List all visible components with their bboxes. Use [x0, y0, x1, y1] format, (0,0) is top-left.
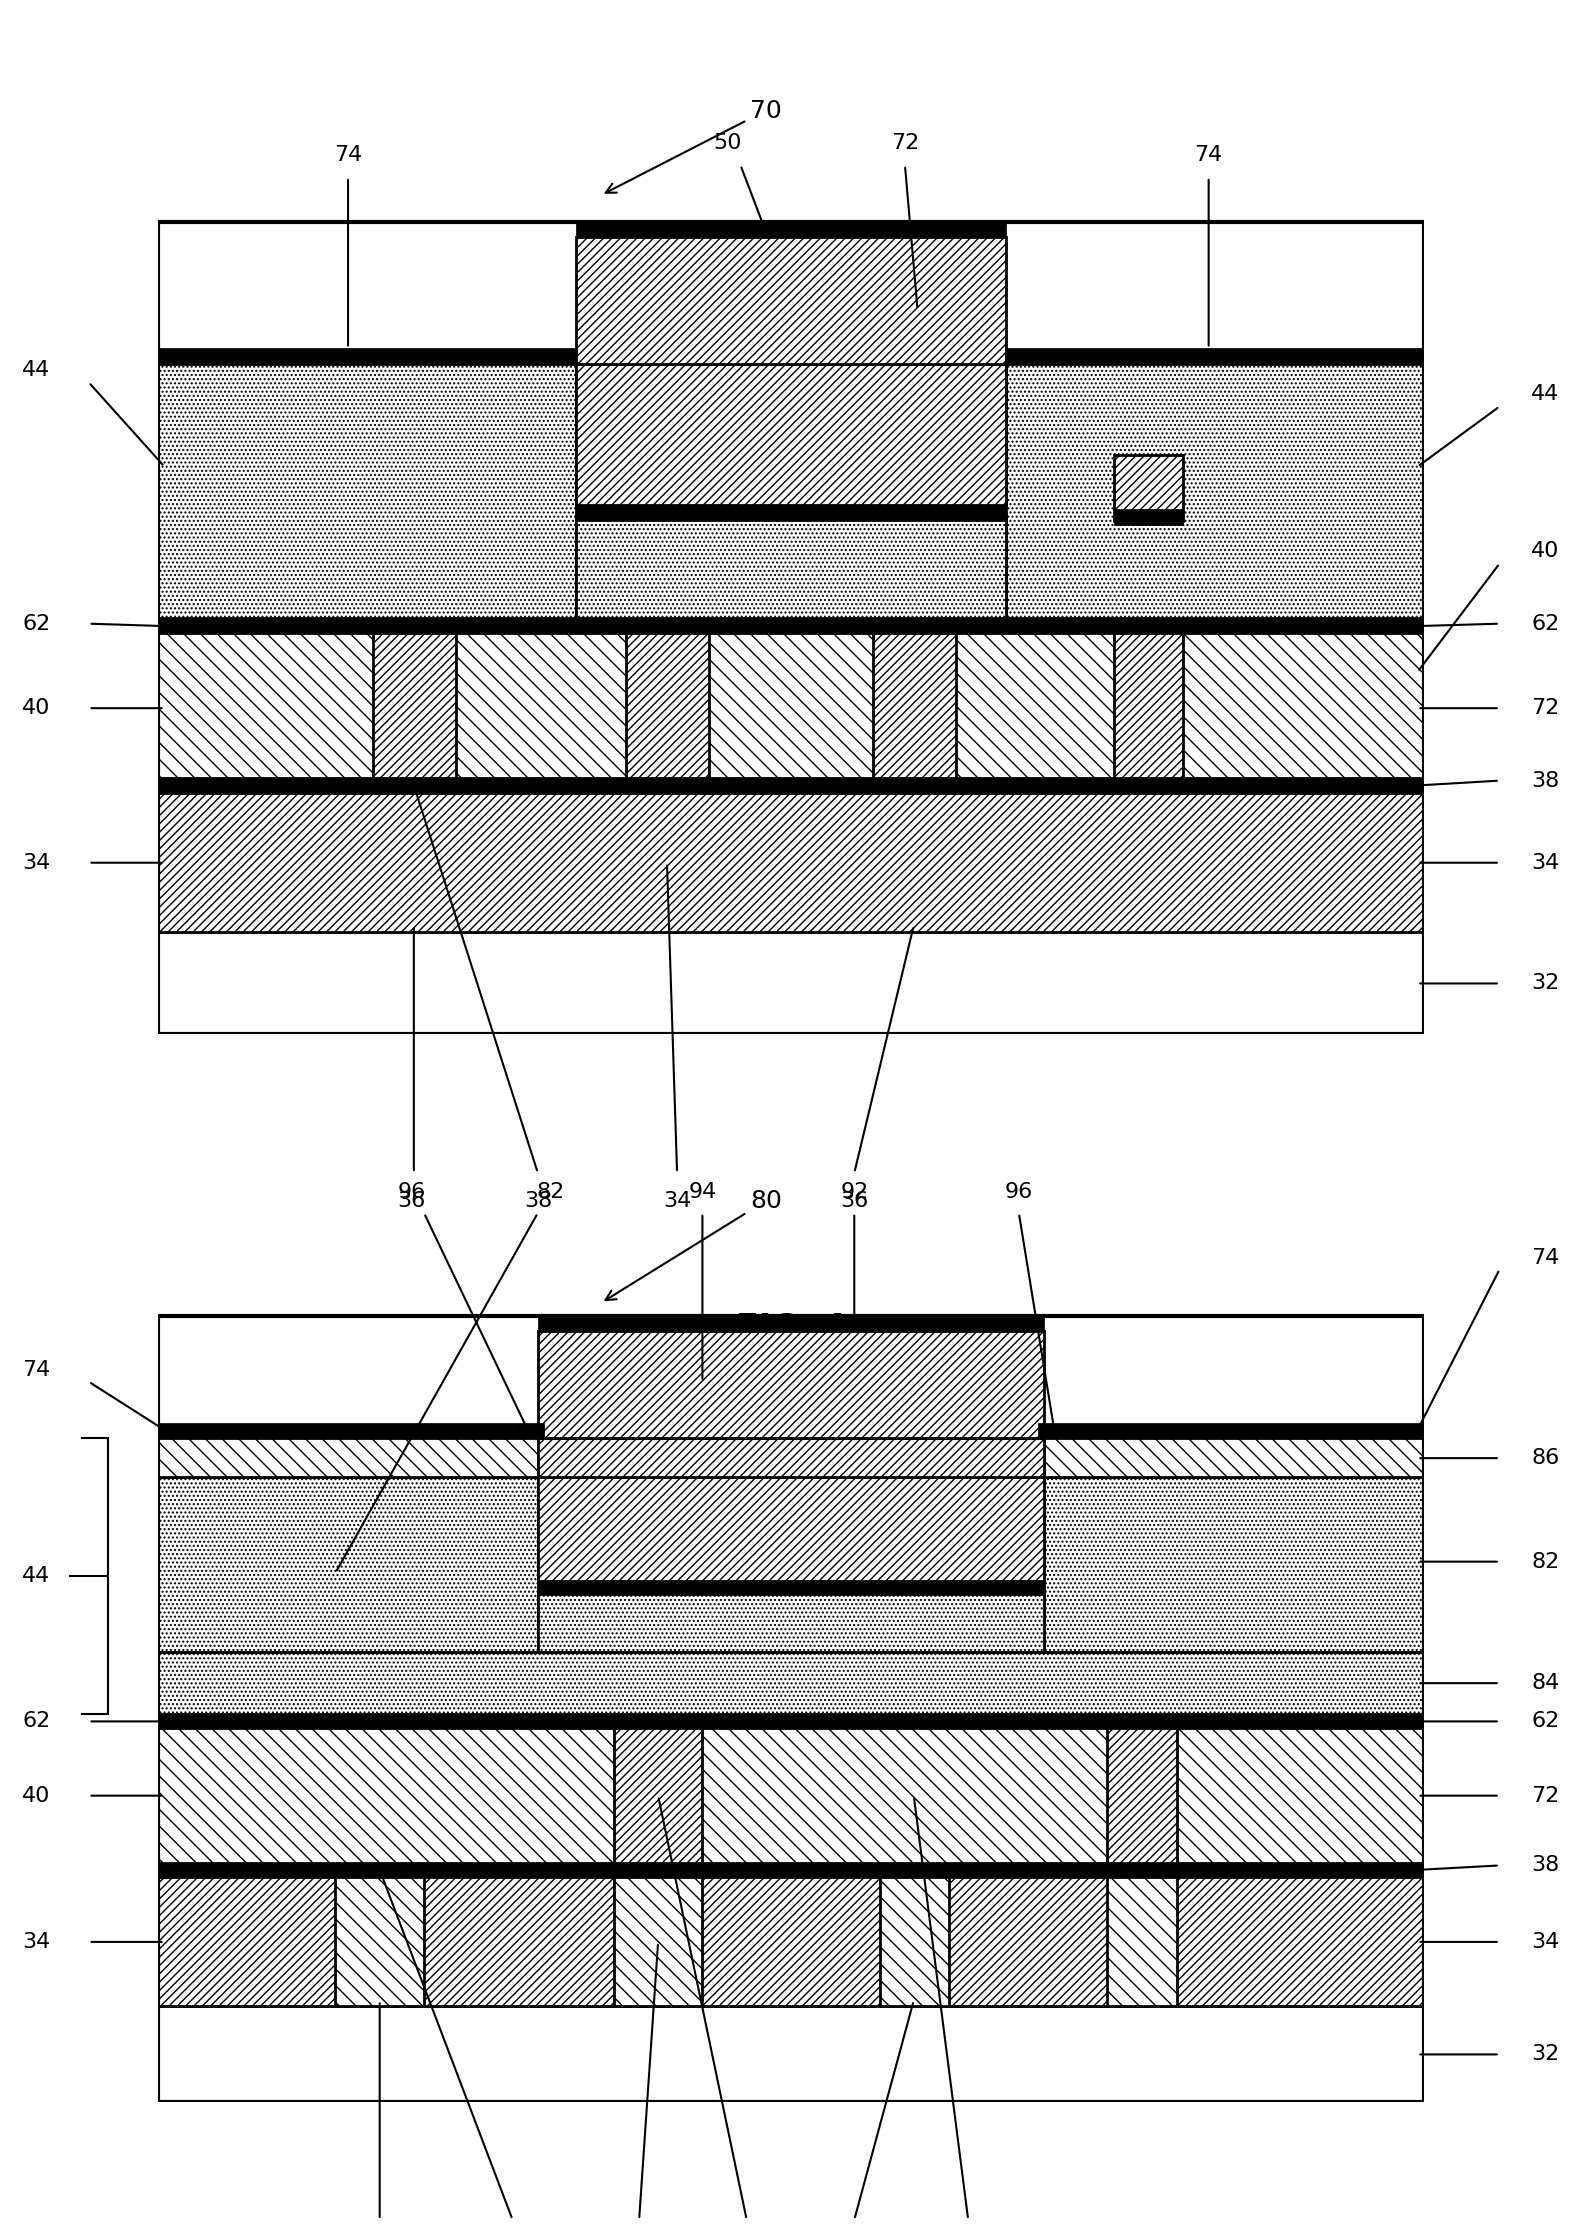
Bar: [158, 2006, 1424, 2102]
Text: 32: 32: [1531, 974, 1560, 994]
Text: 82: 82: [1531, 1552, 1560, 1572]
Text: 34: 34: [22, 852, 51, 872]
Bar: [576, 505, 1006, 520]
Bar: [1006, 365, 1424, 618]
Bar: [538, 1330, 1044, 1439]
Bar: [513, 1423, 544, 1439]
Text: 44: 44: [22, 360, 51, 380]
Text: 82: 82: [536, 1181, 565, 1201]
Bar: [1044, 1477, 1424, 1652]
Text: 62: 62: [1531, 614, 1560, 634]
Bar: [1107, 1877, 1177, 2006]
Text: 72: 72: [891, 133, 919, 153]
Text: 62: 62: [22, 614, 51, 634]
Bar: [1044, 1439, 1424, 1477]
Bar: [158, 792, 1424, 932]
Bar: [880, 1877, 949, 2006]
Bar: [626, 634, 709, 778]
Text: 62: 62: [22, 1712, 51, 1732]
Bar: [538, 1590, 1044, 1652]
Text: 38: 38: [524, 1192, 552, 1212]
Bar: [614, 1728, 702, 1864]
Bar: [538, 1477, 1044, 1581]
Bar: [158, 1877, 1424, 2006]
Bar: [158, 1652, 1424, 1712]
Bar: [158, 365, 576, 618]
Bar: [158, 1317, 1424, 2102]
Bar: [1006, 349, 1424, 365]
Bar: [538, 1439, 1044, 1477]
Text: 74: 74: [1194, 145, 1223, 165]
Text: 38: 38: [1531, 772, 1560, 790]
Text: 40: 40: [1531, 540, 1560, 560]
Bar: [1107, 1728, 1177, 1864]
Bar: [576, 516, 1006, 618]
Bar: [158, 778, 1424, 792]
Text: 40: 40: [22, 698, 51, 718]
Text: 44: 44: [1531, 385, 1560, 405]
Text: 34: 34: [22, 1933, 51, 1953]
Bar: [614, 1877, 702, 2006]
Bar: [158, 1712, 1424, 1728]
Text: 74: 74: [334, 145, 362, 165]
Text: 96: 96: [1005, 1181, 1033, 1201]
Bar: [1038, 1423, 1069, 1439]
Bar: [538, 1317, 1044, 1330]
Text: 84: 84: [1531, 1672, 1560, 1692]
Text: 62: 62: [1531, 1712, 1560, 1732]
Bar: [335, 1877, 424, 2006]
Bar: [158, 932, 1424, 1034]
Text: 38: 38: [1531, 1855, 1560, 1875]
Text: 70: 70: [606, 98, 782, 193]
Text: 80: 80: [606, 1190, 782, 1301]
Text: 92: 92: [840, 1181, 869, 1201]
Bar: [538, 1581, 1044, 1595]
Text: 34: 34: [1531, 852, 1560, 872]
Bar: [576, 238, 1006, 365]
Bar: [1114, 634, 1183, 778]
Text: FIG. 4: FIG. 4: [736, 1312, 846, 1346]
Bar: [158, 618, 1424, 634]
Text: 34: 34: [663, 1192, 691, 1212]
Bar: [1069, 1423, 1424, 1439]
Bar: [873, 634, 956, 778]
Bar: [158, 1728, 1424, 1864]
Text: 40: 40: [22, 1786, 51, 1806]
Bar: [158, 634, 1424, 778]
Bar: [158, 1439, 538, 1477]
Bar: [576, 365, 1006, 505]
Text: 36: 36: [840, 1192, 869, 1212]
Bar: [373, 634, 456, 778]
Text: 96: 96: [397, 1181, 426, 1201]
Text: 36: 36: [397, 1192, 426, 1212]
Bar: [158, 1864, 1424, 1877]
Text: 86: 86: [1531, 1448, 1560, 1468]
Text: 32: 32: [1531, 2044, 1560, 2064]
Text: 74: 74: [22, 1361, 51, 1381]
Bar: [1114, 454, 1183, 520]
Text: 74: 74: [1531, 1248, 1560, 1268]
Text: 72: 72: [1531, 698, 1560, 718]
Bar: [158, 1477, 538, 1652]
Text: 72: 72: [1531, 1786, 1560, 1806]
Bar: [576, 222, 1006, 238]
Text: 50: 50: [713, 133, 742, 153]
Text: 44: 44: [22, 1566, 51, 1586]
Bar: [158, 1423, 513, 1439]
Text: 94: 94: [688, 1181, 717, 1201]
Text: 34: 34: [1531, 1933, 1560, 1953]
Bar: [158, 349, 576, 365]
Bar: [1114, 509, 1183, 525]
